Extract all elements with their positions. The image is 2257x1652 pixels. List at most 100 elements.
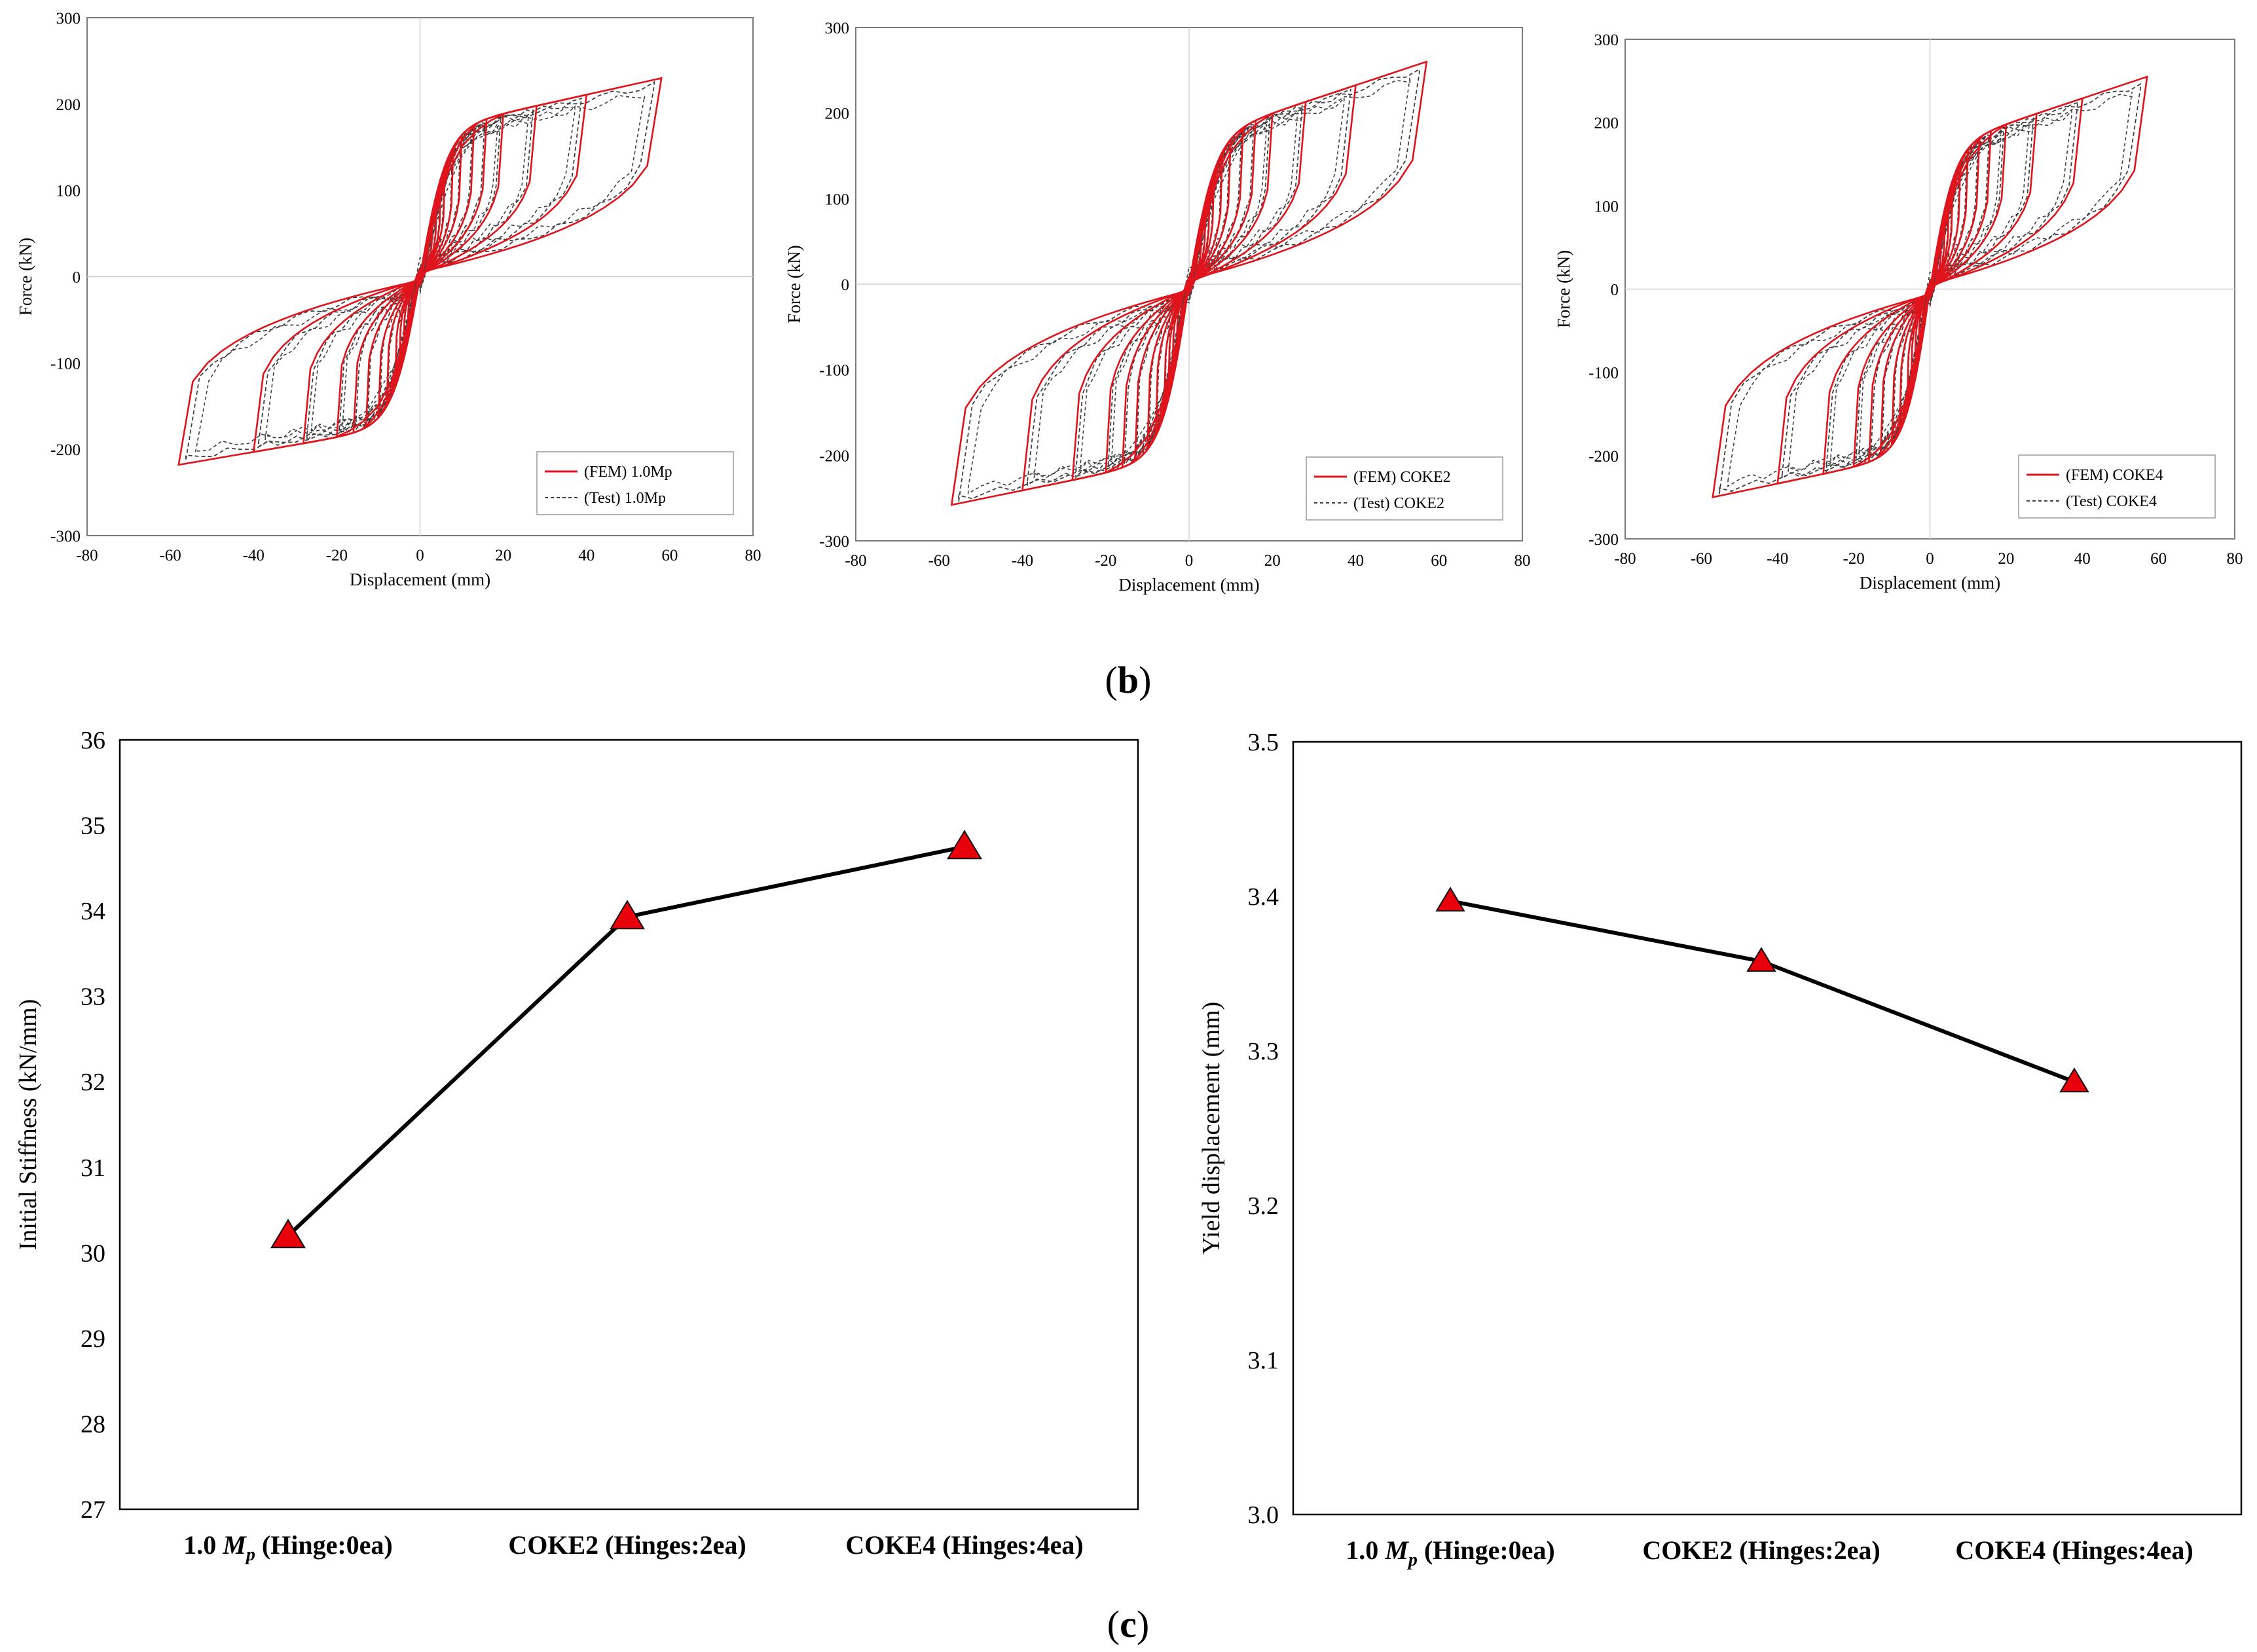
plot-frame: [1292, 741, 2243, 1516]
y-tick-label: 29: [81, 1325, 105, 1353]
category-label: 1.0 Mp (Hinge:0ea): [183, 1530, 393, 1565]
x-tick-label: 40: [2074, 550, 2091, 568]
x-tick-label: 80: [2227, 550, 2243, 568]
hysteresis-chart-coke2: -80 -60 -40 -20 0 20 40 60 80-300-200-1000100200…: [784, 20, 1531, 595]
test-loop-series: [1788, 109, 2072, 472]
legend-test-label: (Test) 1.0Mp: [584, 490, 666, 507]
x-tick-label: 20: [1264, 552, 1281, 570]
y-tick-label: 200: [1594, 115, 1619, 132]
y-tick-label: 3.0: [1248, 1501, 1279, 1529]
y-tick-label: 27: [81, 1496, 105, 1524]
y-tick-label: 3.1: [1248, 1347, 1279, 1374]
y-tick-label: -300: [50, 528, 81, 545]
yield-displacement-chart: 3.0 3.1 3.2 3.3 3.4 3.5 Yield displacement (mm…: [1198, 729, 2243, 1570]
y-tick-label: 300: [56, 10, 81, 28]
x-tick-label: -40: [1767, 550, 1788, 568]
test-loop-series: [342, 122, 498, 426]
x-tick-label: 60: [2150, 550, 2167, 568]
x-tick-label: -80: [76, 547, 98, 564]
fem-loop-series: [177, 77, 663, 466]
y-tick-label: 3.2: [1248, 1192, 1279, 1220]
y-axis-label: Force (kN): [16, 238, 35, 316]
y-tick-label: 3.3: [1248, 1038, 1279, 1065]
x-tick-label: -60: [159, 547, 181, 564]
hysteresis-chart-1mp: -80 -60 -40 -20 0 20 40 60 80-300-200-1000100200…: [16, 10, 762, 589]
test-loop-series: [958, 68, 1420, 502]
y-tick-label: 35: [81, 813, 105, 840]
data-point-marker: [947, 830, 982, 860]
x-tick-label: 20: [1998, 550, 2014, 568]
y-tick-label: 28: [81, 1410, 105, 1438]
x-tick-label: -40: [243, 547, 265, 564]
category-label: 1.0 Mp (Hinge:0ea): [1346, 1535, 1555, 1570]
y-tick-label: -300: [1588, 531, 1619, 549]
y-tick-label: 32: [81, 1069, 105, 1096]
test-loop-series: [194, 94, 646, 452]
y-tick-label: -100: [50, 355, 81, 373]
x-tick-label: 40: [578, 547, 595, 564]
y-tick-label: 300: [1594, 31, 1619, 49]
legend-test-label: (Test) COKE4: [2066, 493, 2157, 510]
x-tick-label: -80: [1614, 550, 1636, 568]
test-loop-series: [185, 81, 655, 460]
y-tick-label: 0: [841, 276, 850, 294]
x-tick-label: -60: [928, 552, 950, 570]
test-loop-series: [1027, 88, 1351, 486]
legend-box: [1306, 456, 1503, 521]
y-tick-label: -300: [819, 533, 849, 551]
y-axis-label: Force (kN): [784, 245, 804, 323]
x-tick-label: 40: [1348, 552, 1364, 570]
y-tick-label: -100: [1588, 365, 1619, 382]
x-tick-label: 20: [495, 547, 511, 564]
x-tick-label: 0: [416, 547, 424, 564]
category-label: COKE4 (Hinges:4ea): [1955, 1535, 2193, 1565]
y-tick-label: 300: [825, 20, 850, 37]
y-tick-label: 3.5: [1248, 729, 1279, 756]
hysteresis-chart-coke4: -80 -60 -40 -20 0 20 40 60 80-300-200-1000100200…: [1554, 31, 2243, 593]
y-tick-label: 200: [825, 105, 850, 123]
data-point-marker: [1435, 887, 1465, 912]
y-tick-label: 31: [81, 1154, 105, 1182]
test-loop-series: [265, 105, 576, 440]
x-tick-label: 0: [1926, 550, 1934, 568]
category-label: COKE2 (Hinges:2ea): [1642, 1535, 1880, 1565]
legend-box: [536, 451, 734, 515]
panel-label-c: (c): [1107, 1603, 1149, 1645]
fem-loop-series: [950, 60, 1428, 506]
y-tick-label: -200: [819, 447, 849, 465]
y-tick-label: 33: [81, 983, 105, 1011]
category-label: COKE4 (Hinges:4ea): [845, 1530, 1083, 1560]
x-tick-label: -20: [326, 547, 348, 564]
y-tick-label: 200: [56, 96, 81, 114]
legend-box: [2018, 454, 2216, 519]
fem-loop-series: [1712, 75, 2148, 499]
x-axis-label: Displacement (mm): [350, 570, 490, 589]
y-tick-label: 30: [81, 1239, 105, 1267]
panel-label-b: (b): [1105, 659, 1152, 701]
initial-stiffness-chart: 27 28 29 30 31 32 33 34 35 36 Initial Stiffness (k…: [14, 727, 1139, 1565]
test-loop-series: [1718, 83, 2142, 494]
x-tick-label: 60: [661, 547, 678, 564]
y-tick-label: 0: [73, 269, 81, 287]
legend-test-label: (Test) COKE2: [1353, 495, 1444, 512]
y-tick-label: 0: [1611, 282, 1619, 299]
test-loop-series: [258, 98, 582, 448]
y-tick-label: -200: [50, 441, 81, 459]
x-tick-label: 0: [1185, 552, 1194, 570]
x-tick-label: 80: [745, 547, 762, 564]
x-tick-label: 60: [1431, 552, 1447, 570]
x-tick-label: -40: [1012, 552, 1033, 570]
test-loop-series: [355, 124, 485, 431]
y-tick-label: 3.4: [1248, 883, 1279, 911]
x-axis-label: Displacement (mm): [1118, 575, 1259, 595]
data-point-marker: [270, 1219, 306, 1249]
plot-frame: [119, 739, 1139, 1511]
x-tick-label: -20: [1843, 550, 1864, 568]
legend-fem-label: (FEM) 1.0Mp: [584, 464, 672, 481]
data-point-marker: [1746, 947, 1776, 972]
x-tick-label: -60: [1691, 550, 1712, 568]
y-tick-label: 36: [81, 727, 105, 754]
x-tick-label: -80: [845, 552, 866, 570]
x-axis-label: Displacement (mm): [1860, 573, 2000, 593]
